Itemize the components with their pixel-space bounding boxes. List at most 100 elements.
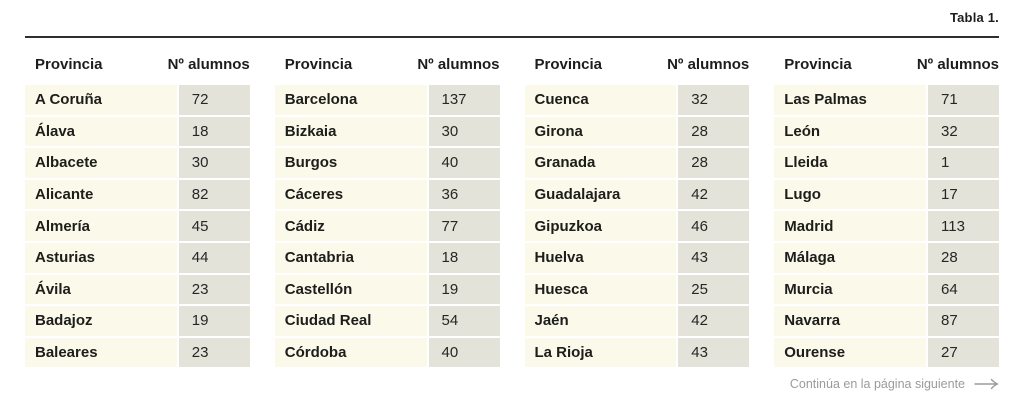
province-cell: Lleida — [774, 148, 926, 178]
count-cell: 27 — [928, 337, 999, 368]
count-cell: 40 — [428, 148, 500, 178]
count-cell: 36 — [428, 179, 500, 210]
table-row: Badajoz 19 — [25, 306, 250, 336]
count-cell: 17 — [928, 179, 999, 210]
table-row: Barcelona 137 — [274, 85, 500, 115]
province-cell: Girona — [524, 116, 677, 147]
table-group-header: Provincia Nº alumnos — [25, 38, 250, 85]
province-cell: Cáceres — [274, 179, 427, 210]
province-cell: Bizkaia — [274, 116, 427, 147]
table-row: Almería 45 — [25, 211, 250, 241]
table-row: Cádiz 77 — [274, 211, 500, 241]
table-row: La Rioja 43 — [524, 337, 750, 368]
table-row: Cantabria 18 — [274, 242, 500, 273]
table-group: Provincia Nº alumnos Barcelona 137 Bizkaia 30… — [274, 38, 500, 368]
province-cell: La Rioja — [524, 337, 677, 368]
count-cell: 71 — [928, 85, 999, 115]
table-row: Baleares 23 — [25, 337, 250, 368]
column-header-num-alumnos: Nº alumnos — [417, 56, 500, 73]
table-row: Lleida 1 — [774, 148, 999, 178]
count-cell: 77 — [428, 211, 500, 241]
table-group: Provincia Nº alumnos A Coruña 72 Álava 18 Alba… — [25, 38, 250, 368]
count-cell: 18 — [428, 242, 500, 273]
province-cell: Almería — [25, 211, 177, 241]
long-right-arrow-icon — [974, 378, 999, 390]
table-rows: Cuenca 32 Girona 28 Granada 28 Guadalajara 42 Gi… — [524, 85, 750, 368]
count-cell: 42 — [678, 306, 750, 336]
province-cell: Ourense — [774, 337, 926, 368]
province-cell: Cuenca — [524, 85, 677, 115]
table-row: Jaén 42 — [524, 306, 750, 336]
count-cell: 43 — [678, 337, 750, 368]
table-row: Alicante 82 — [25, 179, 250, 210]
table-group: Provincia Nº alumnos Cuenca 32 Girona 28 Grana… — [524, 38, 750, 368]
province-cell: Las Palmas — [774, 85, 926, 115]
province-cell: Albacete — [25, 148, 177, 178]
count-cell: 42 — [678, 179, 750, 210]
province-cell: Asturias — [25, 242, 177, 273]
count-cell: 82 — [178, 179, 250, 210]
count-cell: 32 — [678, 85, 750, 115]
column-header-provincia: Provincia — [35, 56, 103, 73]
province-cell: A Coruña — [25, 85, 177, 115]
province-cell: Madrid — [774, 211, 926, 241]
count-cell: 46 — [678, 211, 750, 241]
province-cell: Baleares — [25, 337, 177, 368]
count-cell: 25 — [678, 274, 750, 305]
column-header-num-alumnos: Nº alumnos — [916, 56, 999, 73]
province-cell: Ciudad Real — [274, 306, 427, 336]
column-header-provincia: Provincia — [534, 56, 603, 73]
table-row: Ciudad Real 54 — [274, 306, 500, 336]
province-cell: Gipuzkoa — [524, 211, 677, 241]
count-cell: 19 — [428, 274, 500, 305]
table-row: Málaga 28 — [774, 242, 999, 273]
table-row: Huesca 25 — [524, 274, 750, 305]
table-row: León 32 — [774, 116, 999, 147]
count-cell: 43 — [678, 242, 750, 273]
province-cell: Guadalajara — [524, 179, 677, 210]
column-header-provincia: Provincia — [784, 56, 852, 73]
count-cell: 1 — [928, 148, 999, 178]
count-cell: 64 — [928, 274, 999, 305]
table-row: A Coruña 72 — [25, 85, 250, 115]
province-cell: Huesca — [524, 274, 677, 305]
count-cell: 23 — [178, 337, 250, 368]
table-row: Ávila 23 — [25, 274, 250, 305]
province-cell: Cantabria — [274, 242, 427, 273]
province-cell: Alicante — [25, 179, 177, 210]
province-cell: Córdoba — [274, 337, 427, 368]
table-row: Las Palmas 71 — [774, 85, 999, 115]
table-row: Madrid 113 — [774, 211, 999, 241]
continuation-label: Continúa en la página siguiente — [789, 377, 965, 391]
table-row: Huelva 43 — [524, 242, 750, 273]
column-header-provincia: Provincia — [284, 56, 353, 73]
table-row: Bizkaia 30 — [274, 116, 500, 147]
table-row: Ourense 27 — [774, 337, 999, 368]
province-cell: Cádiz — [274, 211, 427, 241]
continuation-link[interactable]: Continúa en la página siguiente — [790, 377, 999, 391]
count-cell: 28 — [678, 116, 750, 147]
table-rows: Las Palmas 71 León 32 Lleida 1 Lugo 17 Madrid 113… — [774, 85, 999, 368]
count-cell: 40 — [428, 337, 500, 368]
province-cell: Burgos — [274, 148, 427, 178]
province-cell: Huelva — [524, 242, 677, 273]
table-row: Gipuzkoa 46 — [524, 211, 750, 241]
table-group: Provincia Nº alumnos Las Palmas 71 León 32 Lle… — [774, 38, 999, 368]
column-header-num-alumnos: Nº alumnos — [167, 56, 250, 73]
count-cell: 87 — [928, 306, 999, 336]
count-cell: 72 — [178, 85, 250, 115]
table-row: Murcia 64 — [774, 274, 999, 305]
table-group-header: Provincia Nº alumnos — [275, 38, 500, 85]
document-page: Tabla 1. Provincia Nº alumnos A Coruña 72 Ál… — [25, 0, 999, 409]
province-cell: Badajoz — [25, 306, 177, 336]
province-cell: Álava — [25, 116, 177, 147]
count-cell: 23 — [178, 274, 250, 305]
province-cell: Castellón — [274, 274, 427, 305]
province-cell: Jaén — [524, 306, 677, 336]
count-cell: 44 — [178, 242, 250, 273]
table-caption: Tabla 1. — [949, 10, 999, 25]
table-rows: A Coruña 72 Álava 18 Albacete 30 Alicante 82 Alm… — [25, 85, 250, 368]
table-row: Girona 28 — [524, 116, 750, 147]
count-cell: 28 — [678, 148, 750, 178]
count-cell: 19 — [178, 306, 250, 336]
